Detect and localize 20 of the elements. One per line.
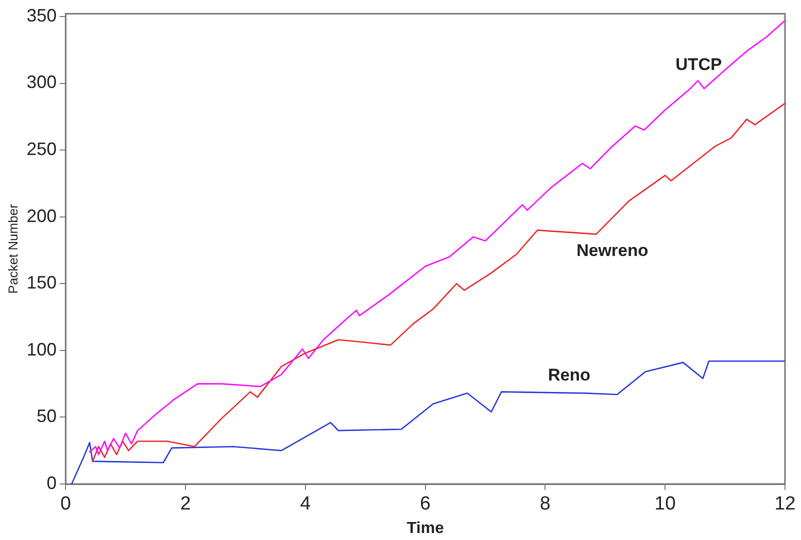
y-tick-label: 350	[26, 5, 57, 26]
y-axis-title: Packet Number	[5, 203, 20, 294]
x-tick-label: 6	[420, 494, 431, 515]
series-label: UTCP	[676, 55, 722, 74]
y-tick-label: 250	[26, 139, 57, 160]
x-tick-label: 10	[654, 494, 676, 515]
x-tick-label: 8	[540, 494, 550, 515]
y-tick-label: 150	[26, 272, 57, 293]
y-tick-label: 50	[36, 406, 57, 426]
series-label: Newreno	[576, 240, 648, 260]
y-tick-label: 100	[26, 339, 57, 360]
y-tick-label: 200	[26, 206, 57, 226]
series-label: Reno	[548, 366, 590, 385]
x-tick-label: 0	[60, 494, 71, 515]
x-tick-label: 2	[180, 494, 191, 515]
x-tick-label: 4	[300, 494, 312, 515]
y-tick-label: 0	[46, 472, 57, 493]
y-tick-label: 300	[26, 72, 57, 92]
x-axis-title: Time	[406, 520, 444, 537]
x-tick-label: 12	[774, 494, 796, 515]
